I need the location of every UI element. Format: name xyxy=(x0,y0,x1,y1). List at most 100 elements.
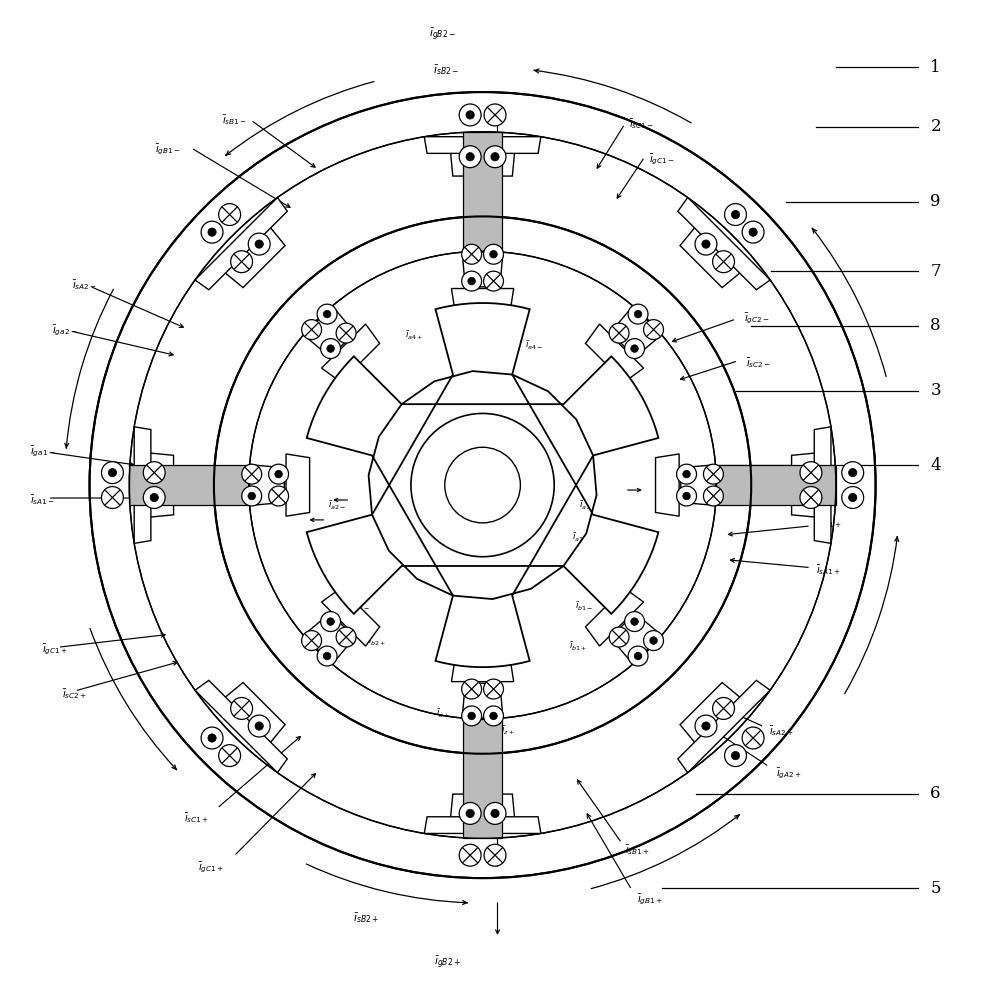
Text: 1: 1 xyxy=(929,59,940,76)
Circle shape xyxy=(701,240,710,248)
Text: $\bar{\imath}_{sC2+}$: $\bar{\imath}_{sC2+}$ xyxy=(62,687,86,701)
Text: $\bar{\imath}_{b2+}$: $\bar{\imath}_{b2+}$ xyxy=(367,636,386,648)
Circle shape xyxy=(633,310,641,318)
Text: $\bar{\imath}_{b2-}$: $\bar{\imath}_{b2-}$ xyxy=(351,600,370,613)
Circle shape xyxy=(848,468,856,477)
Polygon shape xyxy=(610,306,661,357)
Circle shape xyxy=(724,745,746,767)
Circle shape xyxy=(467,712,475,720)
Circle shape xyxy=(326,618,334,625)
Circle shape xyxy=(323,310,331,318)
Text: $\bar{\imath}_{b1-}$: $\bar{\imath}_{b1-}$ xyxy=(575,600,593,613)
Circle shape xyxy=(458,844,480,866)
Circle shape xyxy=(461,244,481,264)
Polygon shape xyxy=(303,613,354,664)
Polygon shape xyxy=(129,465,248,505)
Circle shape xyxy=(150,493,158,502)
Circle shape xyxy=(483,706,503,726)
Circle shape xyxy=(219,745,241,767)
Circle shape xyxy=(624,339,644,359)
Text: 9: 9 xyxy=(929,193,940,210)
Polygon shape xyxy=(423,817,541,833)
Circle shape xyxy=(627,646,647,666)
Polygon shape xyxy=(679,683,742,745)
Circle shape xyxy=(608,627,628,647)
Circle shape xyxy=(444,447,520,523)
Polygon shape xyxy=(462,719,502,838)
Polygon shape xyxy=(306,303,658,667)
Text: 6: 6 xyxy=(929,785,940,802)
Circle shape xyxy=(231,698,252,719)
Circle shape xyxy=(467,277,475,285)
Circle shape xyxy=(703,486,723,506)
Circle shape xyxy=(676,464,696,484)
Polygon shape xyxy=(195,680,287,773)
Polygon shape xyxy=(791,453,816,517)
Circle shape xyxy=(317,304,337,324)
Polygon shape xyxy=(584,324,643,382)
Circle shape xyxy=(458,802,480,824)
Polygon shape xyxy=(677,198,769,290)
Circle shape xyxy=(676,486,696,506)
Circle shape xyxy=(274,470,282,478)
Polygon shape xyxy=(423,137,541,153)
Text: $\bar{\imath}_{a4+}$: $\bar{\imath}_{a4+}$ xyxy=(405,330,422,342)
Circle shape xyxy=(254,240,263,248)
Circle shape xyxy=(201,727,223,749)
Polygon shape xyxy=(813,427,830,543)
Circle shape xyxy=(624,612,644,632)
Polygon shape xyxy=(223,226,285,288)
Circle shape xyxy=(682,470,690,478)
Polygon shape xyxy=(148,453,173,517)
Text: $\bar{\imath}_{b3+}$: $\bar{\imath}_{b3+}$ xyxy=(361,379,380,392)
Polygon shape xyxy=(321,324,380,382)
Text: 2: 2 xyxy=(929,118,940,135)
Circle shape xyxy=(465,111,474,119)
Text: $\bar{\imath}_{sB2-}$: $\bar{\imath}_{sB2-}$ xyxy=(432,63,458,77)
Text: $\bar{\imath}_{gA2+}$: $\bar{\imath}_{gA2+}$ xyxy=(775,766,801,781)
Circle shape xyxy=(336,627,356,647)
Polygon shape xyxy=(450,150,514,176)
Circle shape xyxy=(411,413,554,557)
Circle shape xyxy=(483,802,505,824)
Circle shape xyxy=(633,652,641,660)
Polygon shape xyxy=(584,588,643,646)
Circle shape xyxy=(461,706,481,726)
Circle shape xyxy=(701,722,710,730)
Circle shape xyxy=(320,612,340,632)
Text: 3: 3 xyxy=(929,382,940,399)
Text: $\bar{\imath}_{gB1+}$: $\bar{\imath}_{gB1+}$ xyxy=(636,893,662,907)
Polygon shape xyxy=(195,198,287,290)
Polygon shape xyxy=(303,306,354,357)
Circle shape xyxy=(301,320,321,340)
Circle shape xyxy=(326,345,334,352)
Circle shape xyxy=(320,339,340,359)
Polygon shape xyxy=(134,427,151,543)
Circle shape xyxy=(742,727,763,749)
Text: $\bar{\imath}_{gC1+}$: $\bar{\imath}_{gC1+}$ xyxy=(198,861,224,875)
Circle shape xyxy=(712,698,734,719)
Circle shape xyxy=(703,464,723,484)
Polygon shape xyxy=(462,683,502,718)
Circle shape xyxy=(483,146,505,168)
Circle shape xyxy=(458,104,481,126)
Circle shape xyxy=(461,679,481,699)
Text: $\bar{\imath}_{gC2-}$: $\bar{\imath}_{gC2-}$ xyxy=(744,312,769,326)
Circle shape xyxy=(242,486,261,506)
Text: $\bar{\imath}_{gC1+}$: $\bar{\imath}_{gC1+}$ xyxy=(42,642,68,657)
Polygon shape xyxy=(677,680,769,773)
Circle shape xyxy=(101,487,123,508)
Circle shape xyxy=(489,712,497,720)
Text: $\bar{\imath}_{sC2-}$: $\bar{\imath}_{sC2-}$ xyxy=(746,356,770,370)
Text: $\bar{\imath}_{a2-}$: $\bar{\imath}_{a2-}$ xyxy=(328,500,346,512)
Circle shape xyxy=(214,216,750,754)
Circle shape xyxy=(248,715,269,737)
Circle shape xyxy=(712,251,734,273)
Circle shape xyxy=(643,320,663,340)
Circle shape xyxy=(108,468,116,477)
Text: $\bar{\imath}_{z+}$: $\bar{\imath}_{z+}$ xyxy=(500,725,514,737)
Text: $\bar{\imath}_{ga2-}$: $\bar{\imath}_{ga2-}$ xyxy=(52,324,78,338)
Circle shape xyxy=(208,734,216,742)
Text: $\bar{\imath}_{sA2+}$: $\bar{\imath}_{sA2+}$ xyxy=(768,724,793,738)
Circle shape xyxy=(799,487,821,508)
